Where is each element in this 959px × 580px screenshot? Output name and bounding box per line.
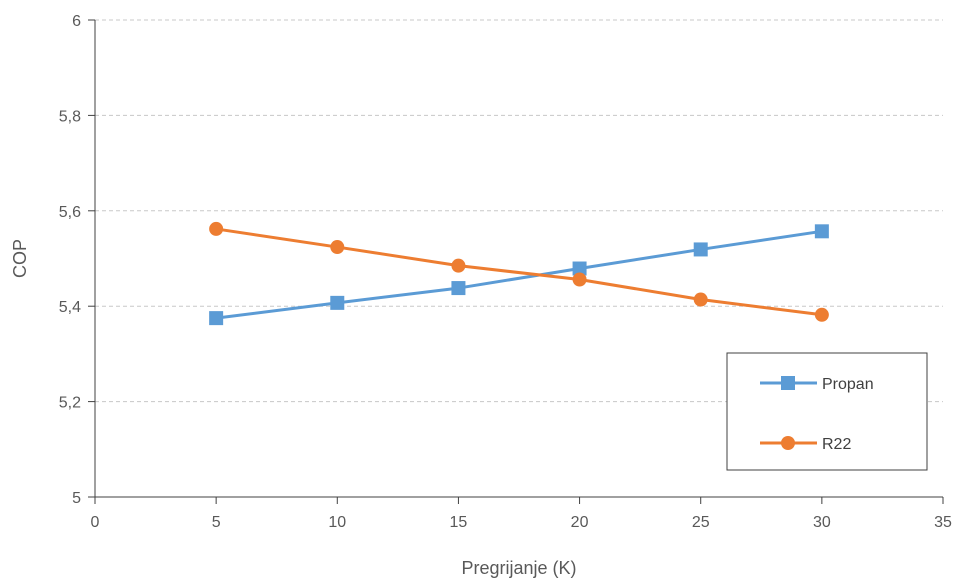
data-point [814, 307, 829, 322]
y-axis-title: COP [10, 239, 30, 278]
y-tick-label: 5,6 [59, 204, 81, 221]
legend-marker [781, 436, 795, 450]
data-point [330, 240, 345, 255]
legend-item: R22 [760, 436, 851, 453]
data-point [572, 272, 587, 287]
series-line [215, 229, 823, 320]
data-point [330, 295, 345, 310]
data-point [209, 311, 224, 326]
legend-box [726, 352, 928, 471]
data-point [814, 224, 829, 239]
x-tick-label: 30 [813, 514, 831, 531]
data-point [693, 242, 708, 257]
x-tick-label: 0 [91, 514, 100, 531]
x-axis-title: Pregrijanje (K) [461, 558, 576, 578]
x-tick-label: 20 [571, 514, 589, 531]
tick-labels: 55,25,45,65,860 5 10 15 20 25 30 35 [59, 13, 952, 531]
y-tick-label: 6 [72, 13, 81, 30]
data-point [209, 221, 224, 236]
x-tick-label: 5 [212, 514, 221, 531]
x-tick-label: 10 [328, 514, 346, 531]
legend-marker [781, 376, 795, 390]
y-tick-label: 5,2 [59, 395, 81, 412]
gridlines [95, 19, 943, 403]
series-r22 [209, 221, 829, 322]
data-point [572, 261, 587, 276]
y-tick-label: 5,8 [59, 108, 81, 125]
legend: Propan R22 [726, 352, 928, 471]
legend-label: R22 [822, 436, 851, 453]
axes [94, 20, 943, 498]
data-point [451, 258, 466, 273]
series-line [215, 227, 823, 317]
data-point [451, 281, 466, 296]
y-tick-label: 5,4 [59, 299, 81, 316]
series-propan [209, 224, 829, 326]
y-tick-label: 5 [72, 490, 81, 507]
x-tick-label: 15 [450, 514, 468, 531]
legend-label: Propan [822, 376, 874, 393]
legend-item: Propan [760, 376, 874, 393]
data-point [693, 292, 708, 307]
x-tick-label: 25 [692, 514, 710, 531]
x-tick-label: 35 [934, 514, 952, 531]
series [209, 221, 829, 326]
